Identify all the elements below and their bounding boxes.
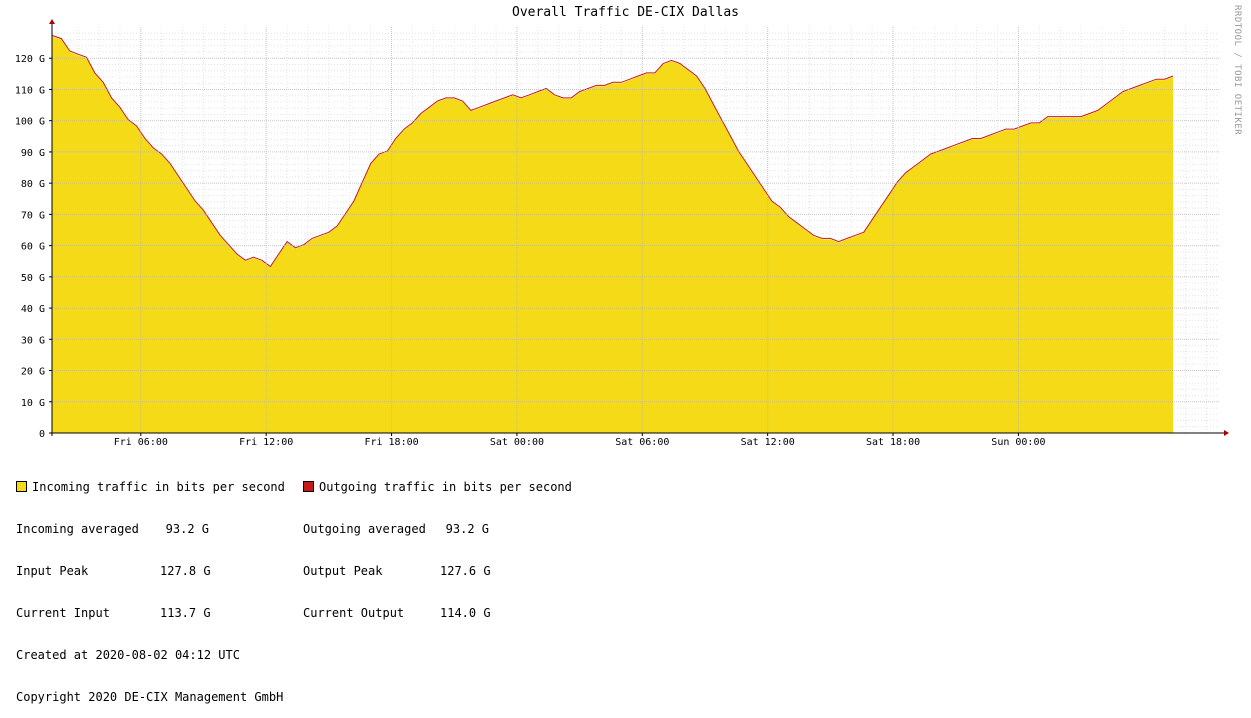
input-peak-label: Input Peak <box>16 564 89 578</box>
major-grid <box>52 27 1219 433</box>
incoming-legend-label: Incoming traffic in bits per second <box>32 480 285 494</box>
input-peak-value: 127.8 G <box>160 564 211 578</box>
x-tick-label: Fri 06:00 <box>114 437 168 448</box>
x-tick-label: Sat 00:00 <box>490 437 544 448</box>
y-tick-label: 20 G <box>21 367 45 378</box>
outgoing-swatch <box>303 481 314 492</box>
x-tick-label: Sat 18:00 <box>866 437 920 448</box>
y-axis-arrow <box>49 19 55 24</box>
y-tick-label: 30 G <box>21 335 45 346</box>
y-tick-labels: 0 10 G 20 G 30 G 40 G 50 G 60 G 70 G 80 G 90 G 100… <box>15 54 45 440</box>
outgoing-legend: Outgoing traffic in bits per second Outg… <box>303 452 572 634</box>
incoming-averaged-value: 93.2 G <box>165 522 209 536</box>
y-tick-label: 10 G <box>21 398 45 409</box>
x-tick-label: Sat 12:00 <box>741 437 795 448</box>
current-output-value: 114.0 G <box>440 606 491 620</box>
current-output-label: Current Output <box>303 606 405 620</box>
y-tick-label: 120 G <box>15 54 45 65</box>
x-tick-label: Sat 06:00 <box>615 437 669 448</box>
outgoing-averaged-value: 93.2 G <box>445 522 489 536</box>
y-tick-label: 70 G <box>21 210 45 221</box>
axes <box>49 19 1229 436</box>
x-tick-label: Sun 00:00 <box>991 437 1045 448</box>
rrdtool-watermark: RRDTOOL / TOBI OETIKER <box>1232 5 1242 136</box>
outgoing-traffic-line <box>51 34 1174 268</box>
incoming-legend: Incoming traffic in bits per second Inco… <box>16 452 285 718</box>
traffic-chart: 0 10 G 20 G 30 G 40 G 50 G 60 G 70 G 80 G 90 G 100… <box>15 19 1229 448</box>
y-tick-label: 100 G <box>15 117 45 128</box>
x-axis-arrow <box>1224 430 1229 436</box>
y-tick-label: 40 G <box>21 304 45 315</box>
chart-title: Overall Traffic DE-CIX Dallas <box>512 5 739 20</box>
y-tick-label: 90 G <box>21 148 45 159</box>
output-peak-value: 127.6 G <box>440 564 491 578</box>
y-tick-label: 80 G <box>21 179 45 190</box>
current-input-label: Current Input <box>16 606 110 620</box>
output-peak-label: Output Peak <box>303 564 383 578</box>
y-tick-label: 60 G <box>21 242 45 253</box>
outgoing-averaged-label: Outgoing averaged <box>303 522 426 536</box>
x-tick-labels: Fri 06:00 Fri 12:00 Fri 18:00 Sat 00:00 Sat … <box>114 437 1046 448</box>
created-at: Created at 2020-08-02 04:12 UTC <box>16 648 240 662</box>
y-tick-label: 110 G <box>15 85 45 96</box>
incoming-area <box>51 34 1174 434</box>
x-tick-label: Fri 18:00 <box>364 437 418 448</box>
current-input-value: 113.7 G <box>160 606 211 620</box>
y-tick-label: 50 G <box>21 273 45 284</box>
incoming-swatch <box>16 481 27 492</box>
outgoing-legend-label: Outgoing traffic in bits per second <box>319 480 572 494</box>
copyright: Copyright 2020 DE-CIX Management GmbH <box>16 690 284 704</box>
y-tick-label: 0 <box>39 429 45 440</box>
incoming-averaged-label: Incoming averaged <box>16 522 139 536</box>
x-tick-label: Fri 12:00 <box>239 437 293 448</box>
